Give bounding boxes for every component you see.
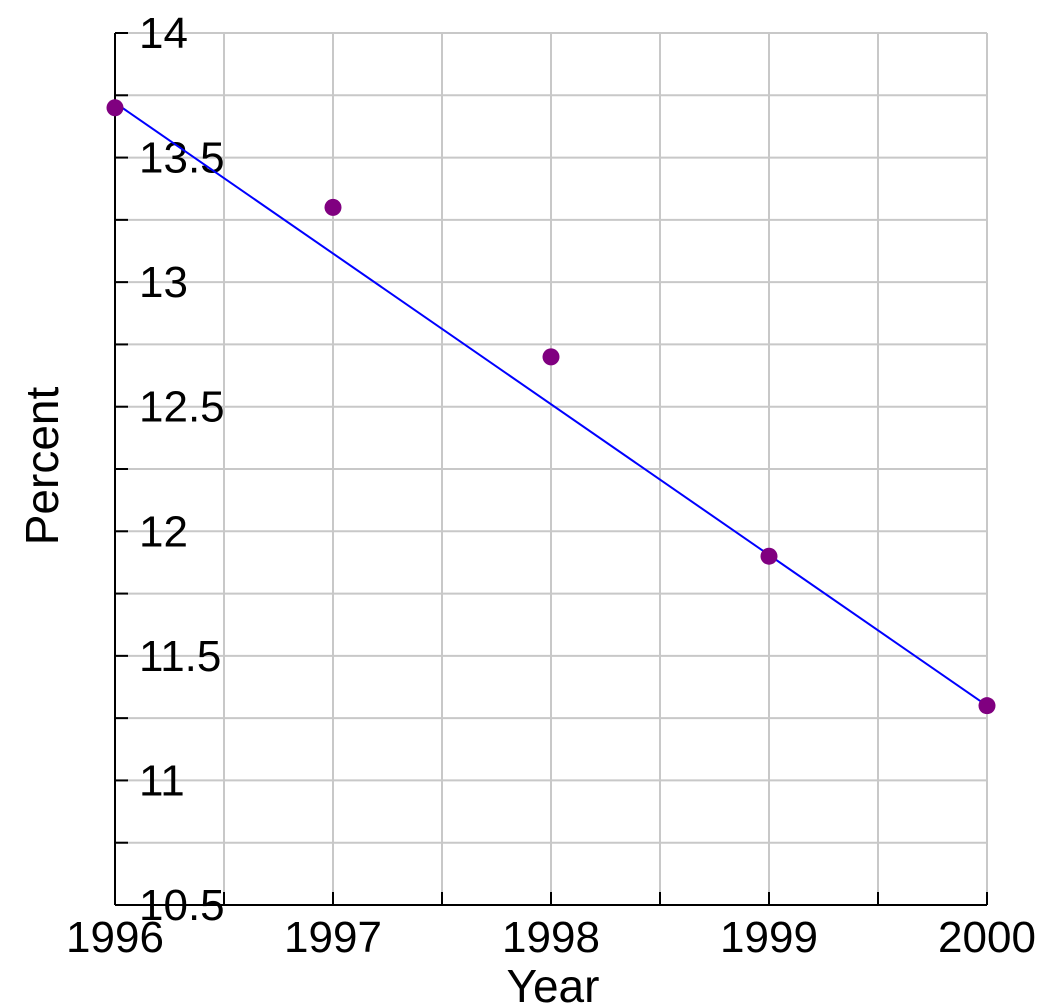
data-point [324,198,342,216]
y-tick-label: 11.5 [139,632,221,681]
axes [114,32,988,906]
data-point [978,697,996,715]
y-tick-label: 10.5 [139,881,225,930]
x-tick-labels: 1996 1997 1998 1999 2000 [66,913,1036,962]
data-point [106,99,124,117]
data-points [106,99,996,715]
x-tick-label: 1999 [720,913,818,962]
data-point [542,348,560,366]
trendline-layer [114,101,988,707]
y-tick-label: 12.5 [139,383,225,432]
y-tick-label: 13 [139,258,188,307]
y-tick-label: 13.5 [139,134,225,183]
x-tick-label: 1998 [502,913,600,962]
x-tick-label: 1996 [66,913,164,962]
x-tick-label: 1997 [284,913,382,962]
x-axis-title: Year [507,960,600,1005]
x-tick-label: 2000 [938,913,1036,962]
y-tick-label: 14 [139,9,188,58]
grid [114,32,988,906]
y-tick-label: 11 [139,756,185,805]
trendline [114,101,988,707]
y-tick-label: 12 [139,507,188,556]
y-tick-labels: 10.5 11 11.5 12 12.5 13 13.5 14 [139,9,225,930]
data-point [760,547,778,565]
y-axis-title: Percent [16,387,68,546]
